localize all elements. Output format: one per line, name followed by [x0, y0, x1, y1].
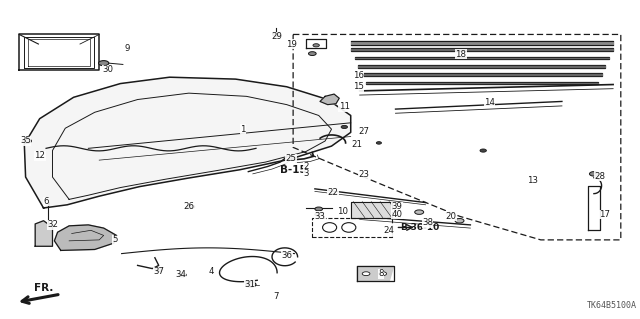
Text: 29: 29	[271, 32, 282, 41]
Text: 1: 1	[241, 125, 246, 134]
Text: FR.: FR.	[34, 283, 53, 293]
Text: 19: 19	[286, 40, 296, 48]
Text: 18: 18	[455, 50, 467, 59]
Text: 39: 39	[392, 202, 402, 211]
Text: 17: 17	[599, 210, 611, 219]
Text: 38: 38	[422, 218, 433, 227]
Text: 5: 5	[113, 235, 118, 244]
Text: 37: 37	[153, 267, 164, 276]
Text: 20: 20	[445, 212, 457, 221]
Text: 6: 6	[44, 197, 49, 206]
Circle shape	[308, 52, 316, 56]
Text: 2: 2	[303, 162, 308, 171]
Circle shape	[362, 272, 370, 276]
Text: 8: 8	[378, 269, 383, 278]
Circle shape	[273, 33, 280, 36]
Text: 21: 21	[351, 140, 363, 149]
Text: 34: 34	[175, 271, 186, 279]
Circle shape	[315, 207, 323, 211]
Circle shape	[341, 125, 348, 129]
Polygon shape	[320, 94, 339, 105]
Text: 24: 24	[383, 226, 395, 235]
Text: 36: 36	[281, 251, 292, 260]
Text: 4: 4	[209, 267, 214, 276]
Text: 26: 26	[183, 202, 195, 211]
Ellipse shape	[323, 223, 337, 232]
Text: 15: 15	[353, 82, 364, 91]
Text: 31: 31	[244, 280, 255, 289]
Text: 32: 32	[47, 220, 58, 229]
Circle shape	[415, 210, 424, 214]
Text: 27: 27	[358, 127, 369, 136]
Text: 30: 30	[102, 65, 113, 74]
Text: 13: 13	[527, 176, 538, 185]
Circle shape	[589, 172, 598, 176]
Circle shape	[179, 273, 186, 277]
Circle shape	[455, 219, 464, 223]
Circle shape	[246, 282, 256, 287]
Text: B-36-10: B-36-10	[400, 223, 439, 232]
Circle shape	[155, 268, 163, 271]
Polygon shape	[362, 73, 602, 76]
Text: 3: 3	[303, 169, 308, 178]
Circle shape	[480, 149, 486, 152]
Polygon shape	[357, 266, 394, 281]
Circle shape	[187, 205, 195, 209]
Ellipse shape	[342, 223, 356, 232]
Text: 10: 10	[337, 207, 348, 216]
Polygon shape	[366, 82, 598, 84]
Text: 40: 40	[391, 210, 403, 219]
Circle shape	[313, 44, 319, 47]
Text: 23: 23	[358, 170, 369, 179]
Polygon shape	[351, 41, 613, 45]
Polygon shape	[54, 225, 116, 250]
Polygon shape	[355, 57, 609, 59]
Text: 14: 14	[484, 98, 495, 107]
Text: 22: 22	[327, 189, 339, 197]
Text: B-15: B-15	[280, 165, 307, 175]
Text: 11: 11	[339, 102, 350, 111]
Polygon shape	[358, 65, 605, 68]
Text: 9: 9	[124, 44, 129, 53]
Text: TK64B5100A: TK64B5100A	[587, 301, 637, 310]
Polygon shape	[24, 77, 351, 208]
Circle shape	[379, 272, 387, 276]
Circle shape	[376, 142, 381, 144]
Polygon shape	[351, 202, 392, 218]
Polygon shape	[351, 48, 613, 51]
Text: 16: 16	[353, 71, 364, 80]
Text: 33: 33	[314, 212, 326, 221]
Polygon shape	[588, 186, 600, 230]
Text: 7: 7	[274, 292, 279, 300]
Text: 35: 35	[20, 137, 31, 145]
Text: 12: 12	[34, 151, 45, 160]
Circle shape	[99, 61, 109, 66]
Text: 28: 28	[595, 172, 606, 181]
Circle shape	[22, 139, 31, 143]
Polygon shape	[35, 221, 52, 246]
Text: 25: 25	[285, 154, 297, 163]
Circle shape	[315, 212, 323, 216]
